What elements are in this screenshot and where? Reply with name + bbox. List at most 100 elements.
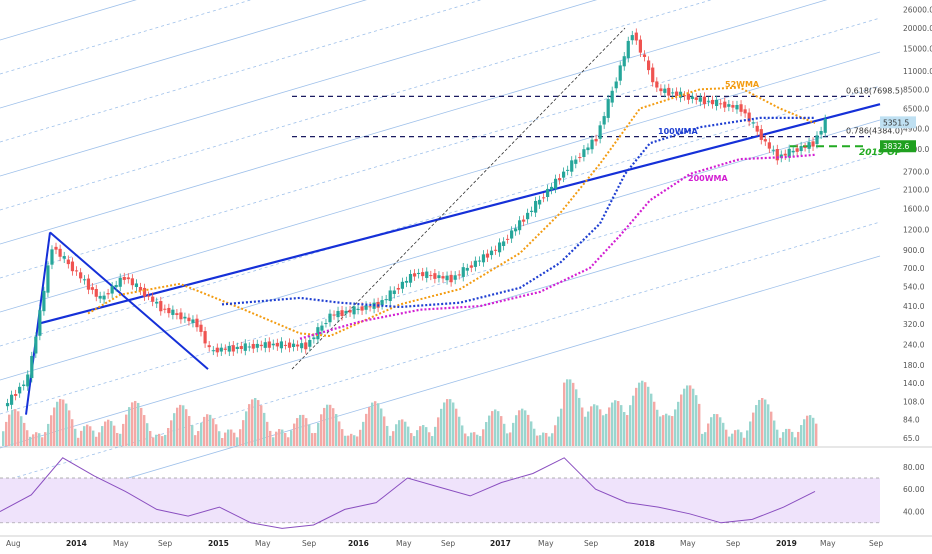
- volume-bar: [575, 389, 578, 446]
- volume-bar: [329, 404, 332, 446]
- time-tick-label: Sep: [302, 539, 316, 548]
- volume-bar: [677, 401, 680, 446]
- volume-bar: [614, 400, 617, 446]
- volume-bar: [593, 404, 596, 446]
- candle-body: [485, 253, 490, 258]
- volume-bar: [239, 429, 242, 446]
- volume-bar: [305, 418, 308, 446]
- volume-bar: [560, 408, 563, 446]
- candle-body: [425, 271, 429, 278]
- candle-body: [791, 150, 795, 153]
- candle-body: [195, 318, 199, 328]
- volume-bar: [626, 415, 629, 446]
- candle-body: [663, 88, 667, 93]
- volume-bar: [545, 432, 548, 446]
- volume-bar: [35, 432, 38, 446]
- candle-body: [562, 171, 566, 178]
- candle-body: [380, 300, 384, 306]
- ma-label: 100WMA: [658, 127, 698, 136]
- candle-body: [735, 104, 739, 110]
- volume-bar: [392, 431, 395, 446]
- volume-bar: [200, 422, 203, 446]
- volume-bar: [680, 394, 683, 446]
- candle-body: [412, 273, 417, 277]
- candle-body: [502, 241, 506, 247]
- volume-bar: [665, 413, 668, 446]
- volume-bar: [11, 410, 14, 446]
- volume-bar: [800, 425, 803, 446]
- volume-bar: [815, 423, 818, 446]
- volume-bar: [782, 432, 785, 446]
- candle-body: [259, 344, 263, 347]
- volume-bar: [416, 430, 419, 446]
- volume-bar: [68, 410, 71, 446]
- ma100-line: [221, 116, 815, 309]
- volume-bar: [554, 425, 557, 446]
- candle-body: [22, 384, 26, 387]
- volume-bar: [155, 434, 158, 446]
- volume-bar: [173, 413, 176, 446]
- time-tick-label: May: [820, 539, 836, 548]
- price-tick-label: 20000.0: [903, 24, 932, 33]
- price-tick-label: 180.0: [903, 361, 925, 370]
- candle-body: [787, 148, 791, 158]
- candle-body: [34, 336, 38, 354]
- candle-body: [364, 305, 368, 310]
- channel-line: [0, 0, 828, 245]
- candle-body: [594, 138, 598, 142]
- volume-bar: [38, 433, 41, 446]
- volume-bar: [116, 432, 119, 446]
- candle-body: [719, 103, 723, 105]
- volume-bar: [2, 431, 5, 446]
- volume-bar: [83, 426, 86, 446]
- candle-body: [70, 261, 75, 272]
- candle-body: [433, 273, 437, 279]
- channel-line: [0, 0, 483, 143]
- volume-bar: [527, 414, 530, 446]
- volume-bar: [197, 431, 200, 446]
- candle-body: [255, 343, 259, 348]
- candle-body: [279, 341, 283, 349]
- candle-body: [622, 56, 626, 67]
- volume-bar: [335, 414, 338, 446]
- candle-body: [368, 306, 372, 308]
- volume-bar: [128, 407, 131, 446]
- candle-body: [542, 197, 546, 199]
- volume-bar: [176, 407, 179, 446]
- volume-bar: [380, 408, 383, 446]
- candle-body: [477, 260, 482, 262]
- volume-bar: [317, 423, 320, 446]
- candle-body: [130, 278, 134, 286]
- candle-body: [211, 350, 215, 352]
- volume-bar: [227, 429, 230, 446]
- volume-bar: [734, 430, 737, 446]
- candle-body: [610, 90, 614, 103]
- volume-bar: [134, 400, 137, 446]
- volume-bar: [476, 434, 479, 446]
- price-tick-label: 65.0: [903, 434, 920, 443]
- candle-body: [638, 39, 642, 53]
- candle-body: [626, 40, 630, 58]
- candle-body: [598, 125, 602, 139]
- volume-bar: [659, 416, 662, 446]
- volume-bar: [725, 429, 728, 446]
- candle-body: [74, 270, 79, 272]
- volume-bar: [44, 432, 47, 446]
- candle-body: [723, 101, 727, 108]
- candle-body: [803, 146, 807, 148]
- volume-bar: [449, 399, 452, 446]
- time-tick-label: Sep: [726, 539, 740, 548]
- price-label-box: [880, 140, 916, 153]
- candle-body: [58, 248, 62, 257]
- price-tick-label: 2700.0: [903, 167, 929, 176]
- time-tick-label: 2018: [634, 539, 655, 548]
- rsi-tick-label: 80.00: [903, 463, 925, 472]
- volume-bar: [242, 420, 245, 446]
- candle-body: [783, 153, 787, 156]
- volume-bar: [191, 425, 194, 446]
- volume-bar: [8, 414, 11, 446]
- candle-body: [344, 310, 348, 314]
- volume-bar: [692, 388, 695, 446]
- candle-body: [283, 344, 288, 346]
- volume-bar: [686, 385, 689, 446]
